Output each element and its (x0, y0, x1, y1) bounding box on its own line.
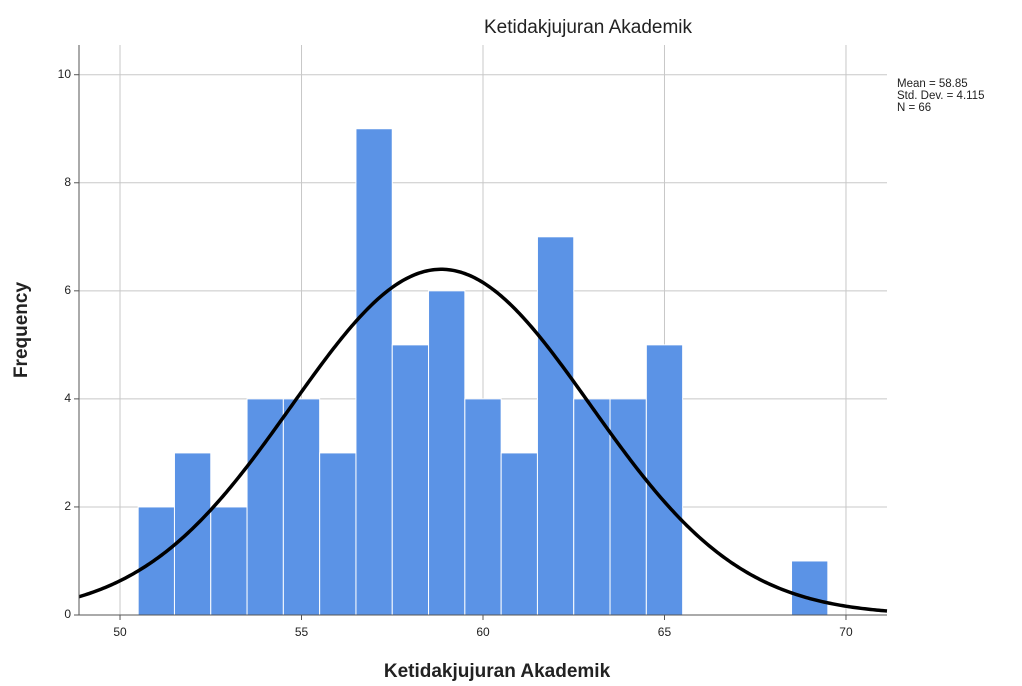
stat-label: Std. Dev. = 4.115 (897, 90, 984, 102)
bar (574, 399, 610, 615)
bar (211, 507, 247, 615)
y-tick-label: 2 (64, 499, 71, 513)
bar (283, 399, 319, 615)
x-tick-label: 50 (113, 625, 127, 639)
bar (646, 345, 682, 615)
x-tick-label: 65 (658, 625, 672, 639)
y-tick-label: 4 (64, 391, 71, 405)
bar (429, 291, 465, 615)
x-tick-label: 60 (476, 625, 490, 639)
stat-label: N = 66 (897, 102, 931, 114)
bar (320, 453, 356, 615)
chart-title: Ketidakjujuran Akademik (484, 17, 693, 38)
chart: Ketidakjujuran Akademik Ketidakjujuran A… (0, 0, 1022, 686)
bar (501, 453, 537, 615)
x-tick-label: 55 (295, 625, 309, 639)
y-tick-label: 0 (64, 607, 71, 621)
bar (465, 399, 501, 615)
y-tick-label: 8 (64, 175, 71, 189)
bar (247, 399, 283, 615)
y-tick-label: 6 (64, 283, 71, 297)
bar (792, 561, 828, 615)
y-axis-title: Frequency (11, 282, 32, 379)
x-tick-label: 70 (839, 625, 853, 639)
bar (537, 237, 573, 615)
bar (610, 399, 646, 615)
bar (356, 129, 392, 615)
bar (392, 345, 428, 615)
stat-label: Mean = 58.85 (897, 78, 968, 90)
bar (174, 453, 210, 615)
x-axis-title: Ketidakjujuran Akademik (384, 661, 611, 682)
y-tick-label: 10 (58, 67, 72, 81)
